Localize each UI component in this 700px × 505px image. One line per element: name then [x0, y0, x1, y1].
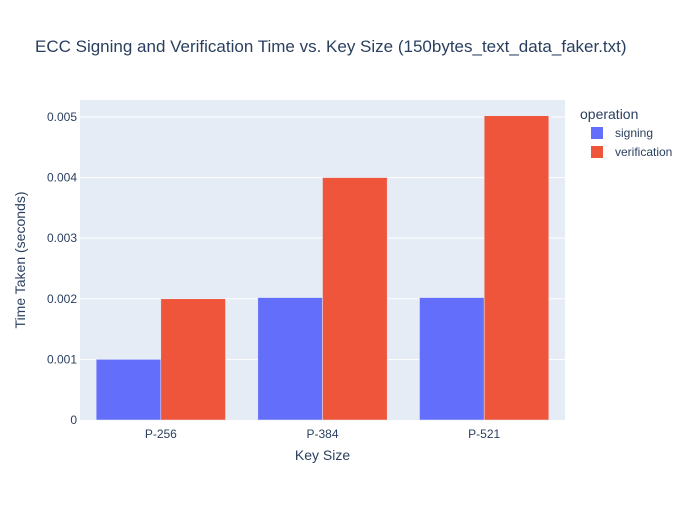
x-tick-label: P-256 [145, 427, 177, 441]
x-tick-label: P-384 [306, 427, 338, 441]
legend-label-signing[interactable]: signing [615, 126, 653, 140]
y-tick-label: 0.001 [47, 352, 77, 366]
chart-title: ECC Signing and Verification Time vs. Ke… [35, 37, 627, 56]
y-tick-label: 0.003 [47, 231, 77, 245]
bar-signing-P-521 [419, 297, 485, 421]
bar-verification-P-256 [160, 298, 226, 421]
bars [95, 115, 550, 421]
y-tick-label: 0.004 [47, 171, 77, 185]
y-tick-label: 0.002 [47, 292, 77, 306]
legend-swatch-verification[interactable] [591, 146, 603, 158]
legend-label-verification[interactable]: verification [615, 145, 672, 159]
x-axis-ticks: P-256 P-384 P-521 [145, 427, 501, 441]
bar-verification-P-521 [483, 115, 550, 421]
y-axis-label: Time Taken (seconds) [12, 192, 28, 329]
y-tick-label: 0 [70, 413, 77, 427]
legend-swatch-signing[interactable] [591, 127, 603, 139]
y-tick-label: 0.005 [47, 110, 77, 124]
bar-signing-P-256 [95, 359, 162, 421]
legend: operation signing verification [580, 106, 672, 159]
x-axis-label: Key Size [295, 447, 350, 463]
y-axis-ticks: 0 0.001 0.002 0.003 0.004 0.005 [47, 110, 77, 427]
x-tick-label: P-521 [468, 427, 500, 441]
bar-signing-P-384 [257, 297, 323, 421]
legend-title: operation [580, 106, 638, 122]
bar-verification-P-384 [322, 177, 388, 421]
